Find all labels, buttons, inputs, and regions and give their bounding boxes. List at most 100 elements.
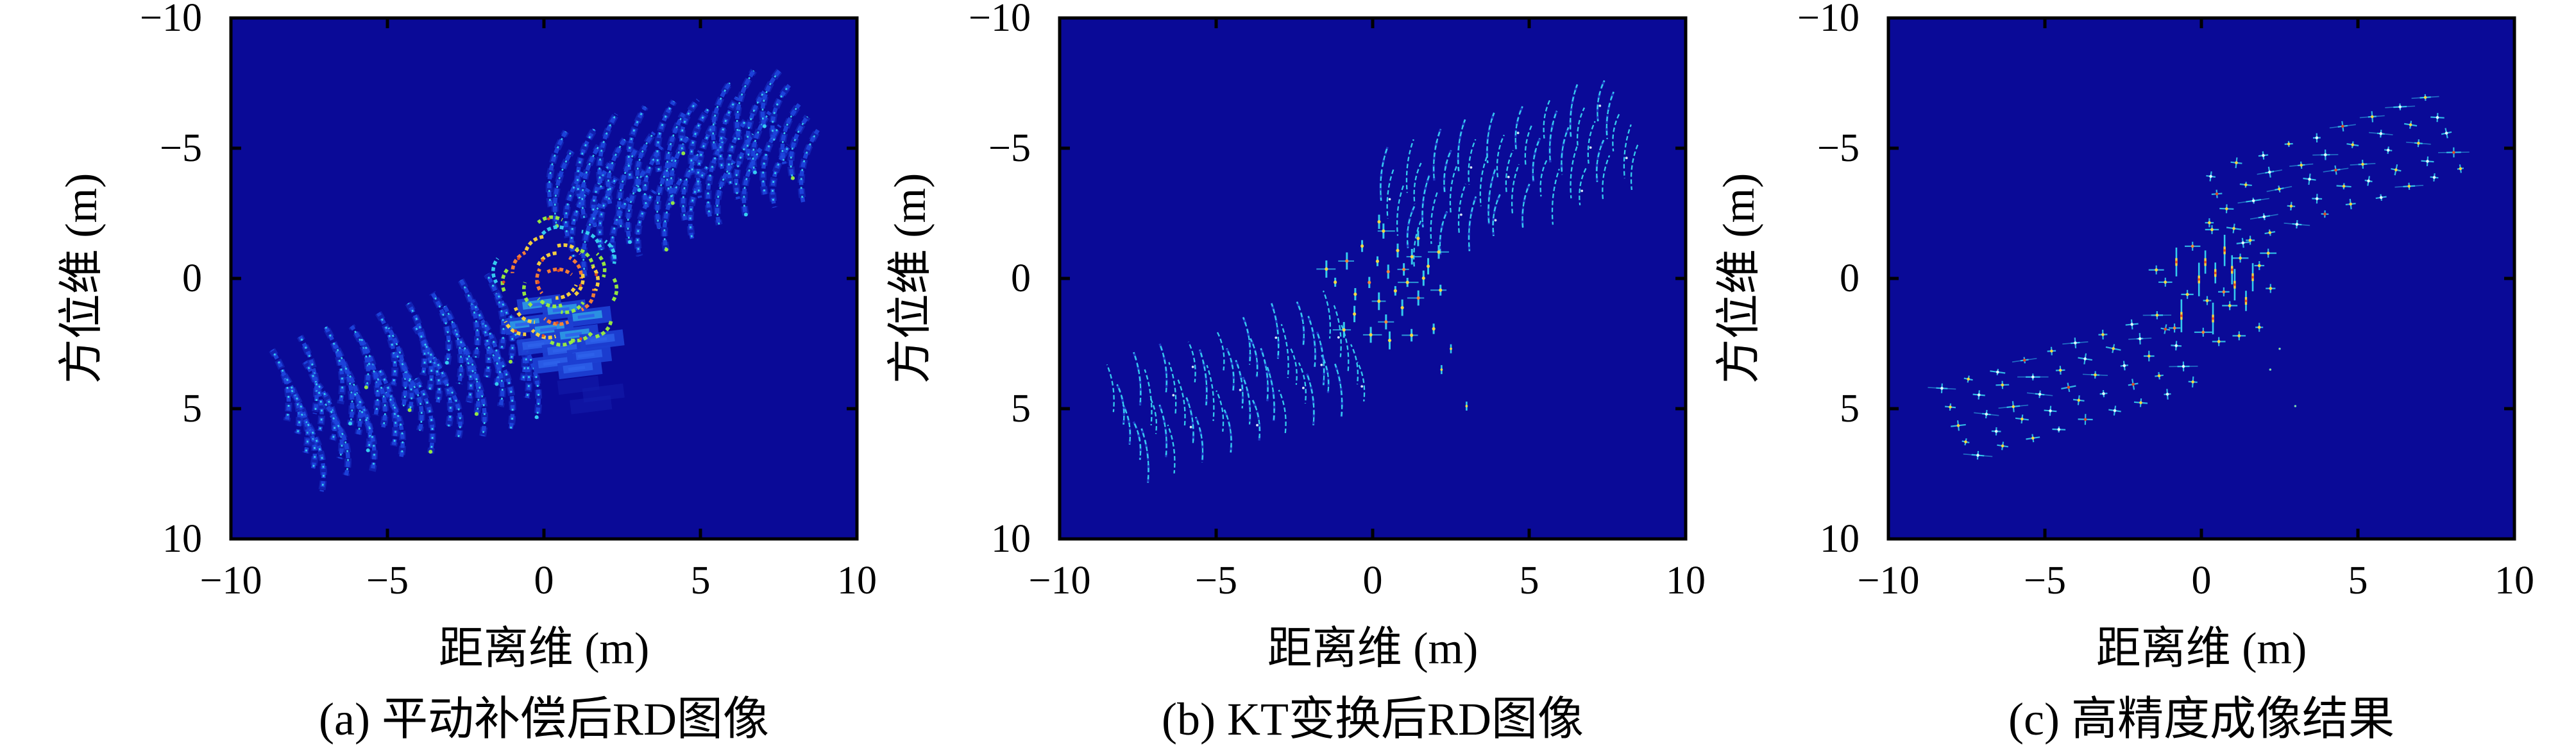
center-arc	[595, 318, 614, 339]
thin-streak	[1396, 183, 1405, 236]
outlier-core	[1440, 368, 1443, 371]
sparkle-core	[2398, 105, 2402, 108]
y-tick-label: −5	[988, 126, 1031, 170]
center-arc-group	[543, 317, 570, 326]
streak-body	[547, 130, 568, 209]
center-hot-dot	[594, 273, 598, 277]
center-arc-group	[581, 230, 602, 248]
center-arc-group	[540, 225, 566, 237]
thin-streak-dot	[1494, 219, 1497, 222]
streak-body	[745, 90, 767, 160]
sparkle-core	[2241, 241, 2245, 244]
center-hot-streak-dot	[2244, 299, 2248, 302]
sparkle-core	[2057, 428, 2061, 431]
streak-speckle	[607, 139, 626, 204]
thin-streak	[1187, 341, 1196, 383]
streak-tail-dot	[664, 248, 668, 251]
point-sparkle	[2250, 213, 2278, 221]
thin-streak	[1133, 352, 1142, 405]
thin-streak-dot	[1302, 386, 1305, 389]
thin-streak	[1158, 404, 1167, 457]
center-arc	[540, 225, 566, 237]
sparkle-core	[2083, 418, 2087, 422]
scatter-data	[269, 69, 821, 493]
point-sparkle	[2188, 376, 2198, 388]
center-dot-core	[1396, 248, 1400, 253]
sparkle-core	[2432, 176, 2436, 179]
streak-speckle	[627, 106, 647, 180]
scatter-data	[1106, 80, 1639, 483]
center-arc-group	[575, 247, 595, 267]
center-dot-core	[1400, 305, 1404, 310]
thin-streak-under	[1223, 409, 1233, 453]
x-tick-label: 5	[690, 559, 711, 602]
center-sparkle	[2222, 301, 2238, 311]
streak-body	[727, 119, 747, 185]
streak-speckle	[681, 99, 699, 155]
thin-streak-dot	[1275, 336, 1278, 339]
sparkle-core	[2417, 141, 2420, 145]
streak-speckle	[636, 190, 656, 257]
streak-speckle	[325, 327, 343, 404]
streak-speckle	[712, 82, 731, 150]
point-sparkle	[2329, 121, 2356, 132]
thin-streak	[1168, 362, 1177, 416]
streak-tail-dot	[348, 422, 352, 426]
center-dot-core	[1377, 299, 1381, 303]
streak-speckle	[598, 176, 618, 250]
center-arc	[595, 252, 607, 278]
sparkle-core	[2147, 354, 2151, 358]
thin-streak	[1122, 404, 1131, 445]
x-tick-label: 0	[2191, 559, 2212, 602]
thin-streak	[1296, 301, 1305, 345]
sparkle-core	[2342, 184, 2346, 188]
thin-streak	[1280, 323, 1289, 379]
streak-tail-dot	[366, 448, 370, 452]
thin-streak	[1195, 416, 1204, 463]
center-hot-dot	[541, 334, 545, 337]
streak-speckle	[761, 70, 780, 128]
sparkle-core	[2349, 202, 2353, 206]
center-sparkle	[2205, 218, 2214, 228]
sparkle-core	[2038, 393, 2042, 396]
streak-speckle	[306, 422, 325, 492]
thin-streak	[1511, 164, 1520, 215]
sparkle-core	[2074, 341, 2077, 345]
point-sparkle	[2441, 128, 2452, 139]
sparkle-core	[2445, 132, 2448, 135]
center-dot-core	[1342, 328, 1346, 332]
thin-streak-under	[1569, 84, 1579, 137]
sparkle-core	[2165, 393, 2169, 396]
streak-tail-dot	[407, 408, 412, 413]
streak-body	[316, 383, 337, 441]
center-arc	[521, 282, 533, 307]
outlier-core	[1465, 405, 1468, 407]
point-sparkle	[2164, 389, 2171, 400]
streak-halo	[589, 162, 613, 228]
sparkle-core	[2423, 96, 2427, 99]
thin-streak-dot	[1337, 336, 1340, 339]
center-sparkle	[2203, 296, 2212, 305]
streak-speckle	[752, 111, 771, 175]
point-sparkle	[2312, 194, 2323, 204]
thin-streak-dot	[1172, 394, 1175, 396]
thin-streak-dot	[1360, 385, 1364, 388]
point-sparkle	[2128, 332, 2152, 345]
sparkle-core	[1994, 429, 1998, 433]
center-dot-core	[1416, 296, 1420, 300]
thin-streak	[1543, 98, 1552, 139]
sparkle-core	[2215, 192, 2219, 196]
ghost-block-body	[570, 395, 613, 414]
center-arc	[580, 289, 596, 312]
point-sparkle	[2257, 166, 2283, 178]
sparkle-core	[2101, 333, 2105, 336]
x-tick-label: −10	[1857, 559, 1920, 602]
x-axis-label-a: 距离维 (m)	[438, 624, 650, 674]
streak-tail-dot	[495, 382, 499, 386]
center-sparkle	[2181, 289, 2194, 299]
sparkle-core	[2370, 115, 2374, 119]
point-sparkle	[2258, 151, 2269, 160]
point-sparkle	[2206, 171, 2216, 182]
streak-body	[799, 128, 820, 203]
streak-speckle	[611, 197, 630, 262]
